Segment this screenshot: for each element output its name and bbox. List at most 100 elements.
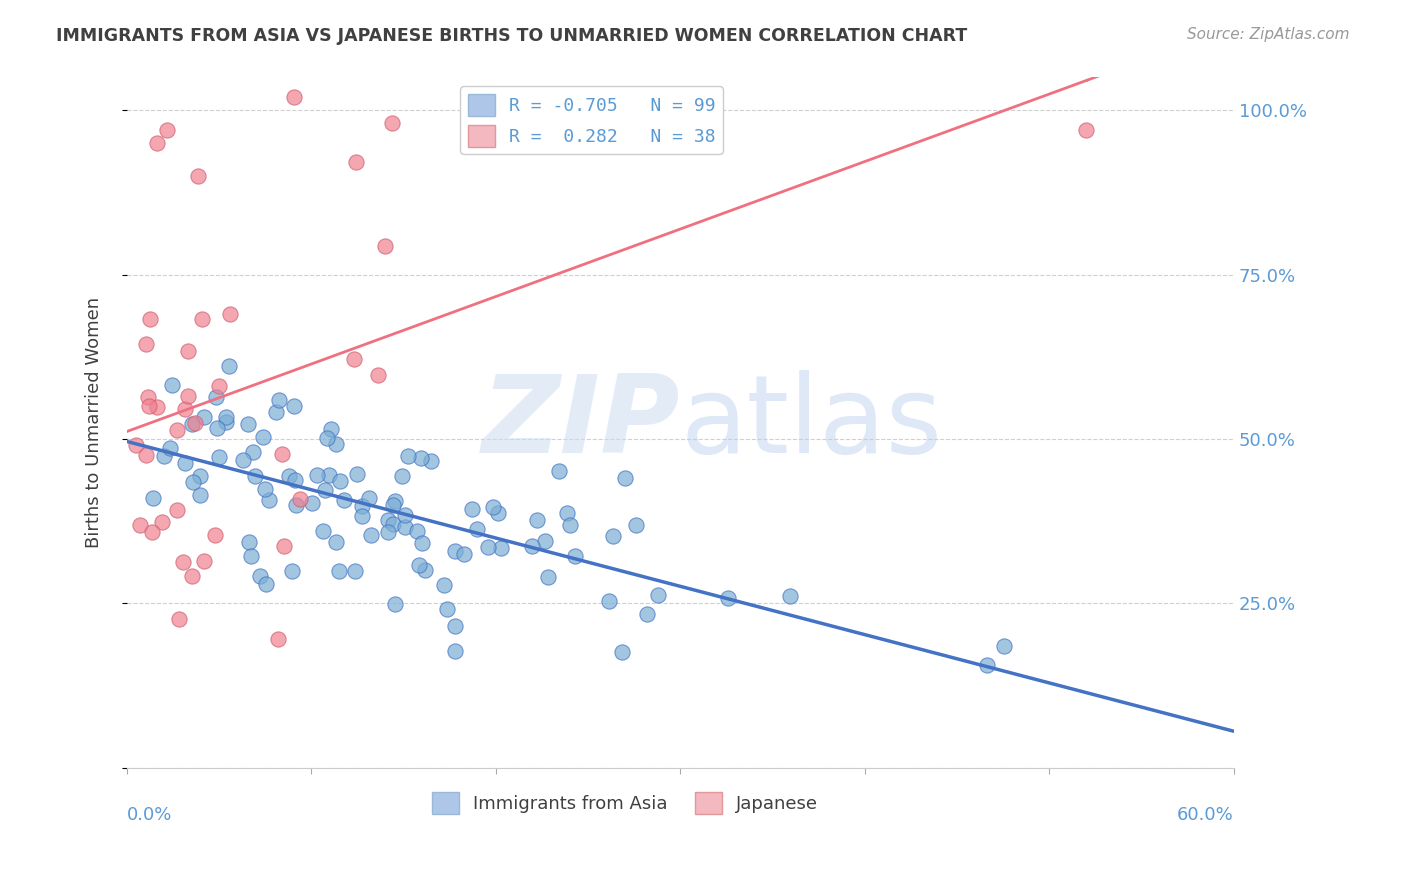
Point — [180, 417, 202, 432]
Point — [125, 438, 148, 452]
Point — [176, 389, 198, 403]
Point — [267, 392, 290, 407]
Point — [152, 449, 174, 463]
Point — [486, 506, 509, 520]
Point — [537, 570, 560, 584]
Point — [264, 405, 287, 419]
Point — [602, 529, 624, 543]
Point — [614, 471, 637, 485]
Point — [547, 464, 569, 478]
Point — [436, 602, 458, 616]
Point — [219, 307, 242, 321]
Point — [433, 578, 456, 592]
Point — [314, 483, 336, 498]
Point — [598, 594, 620, 608]
Point — [150, 516, 173, 530]
Point — [377, 525, 399, 540]
Point — [411, 536, 433, 550]
Point — [214, 410, 236, 425]
Point — [208, 379, 231, 393]
Point — [177, 343, 200, 358]
Point — [533, 534, 555, 549]
Point — [191, 311, 214, 326]
Point — [145, 400, 167, 414]
Point — [249, 569, 271, 583]
Point — [129, 518, 152, 533]
Point — [319, 422, 342, 436]
Point — [564, 549, 586, 563]
Point — [205, 390, 228, 404]
Point — [384, 597, 406, 611]
Point — [318, 467, 340, 482]
Point — [465, 522, 488, 536]
Point — [254, 577, 277, 591]
Point — [343, 351, 366, 366]
Point — [135, 448, 157, 462]
Point — [141, 525, 163, 540]
Point — [184, 416, 207, 430]
Point — [283, 90, 305, 104]
Point — [374, 239, 396, 253]
Point — [489, 541, 512, 555]
Point — [444, 544, 467, 558]
Point — [305, 468, 328, 483]
Point — [560, 517, 582, 532]
Point — [520, 539, 543, 553]
Text: ZIP: ZIP — [482, 369, 681, 475]
Y-axis label: Births to Unmarried Women: Births to Unmarried Women — [86, 297, 103, 549]
Point — [156, 123, 179, 137]
Point — [188, 469, 211, 483]
Point — [779, 590, 801, 604]
Point — [394, 519, 416, 533]
Point — [346, 467, 368, 482]
Point — [444, 644, 467, 658]
Point — [254, 482, 277, 496]
Point — [172, 556, 194, 570]
Point — [420, 454, 443, 468]
Point — [166, 502, 188, 516]
Point — [406, 524, 429, 538]
Point — [413, 563, 436, 577]
Point — [218, 359, 240, 373]
Point — [360, 528, 382, 542]
Point — [146, 136, 169, 151]
Point — [315, 431, 337, 445]
Point — [367, 368, 389, 383]
Point — [277, 469, 299, 483]
Point — [187, 169, 209, 183]
Point — [252, 430, 274, 444]
Point — [160, 378, 183, 392]
Point — [284, 473, 307, 487]
Point — [357, 491, 380, 505]
Point — [394, 508, 416, 522]
Point — [193, 554, 215, 568]
Point — [384, 493, 406, 508]
Point — [135, 336, 157, 351]
Point — [976, 657, 998, 672]
Point — [301, 496, 323, 510]
Point — [325, 535, 347, 549]
Point — [159, 441, 181, 455]
Text: IMMIGRANTS FROM ASIA VS JAPANESE BIRTHS TO UNMARRIED WOMEN CORRELATION CHART: IMMIGRANTS FROM ASIA VS JAPANESE BIRTHS … — [56, 27, 967, 45]
Point — [267, 632, 290, 647]
Point — [283, 399, 305, 413]
Point — [239, 549, 262, 563]
Text: atlas: atlas — [681, 369, 942, 475]
Point — [328, 565, 350, 579]
Point — [332, 492, 354, 507]
Text: 0.0%: 0.0% — [127, 805, 173, 823]
Point — [391, 469, 413, 483]
Point — [381, 115, 404, 129]
Point — [174, 456, 197, 470]
Point — [174, 401, 197, 416]
Point — [1076, 123, 1098, 137]
Point — [636, 607, 658, 622]
Point — [214, 415, 236, 429]
Point — [377, 513, 399, 527]
Point — [285, 498, 308, 512]
Point — [344, 565, 367, 579]
Point — [181, 475, 204, 489]
Point — [205, 421, 228, 435]
Text: Source: ZipAtlas.com: Source: ZipAtlas.com — [1187, 27, 1350, 42]
Point — [624, 518, 647, 533]
